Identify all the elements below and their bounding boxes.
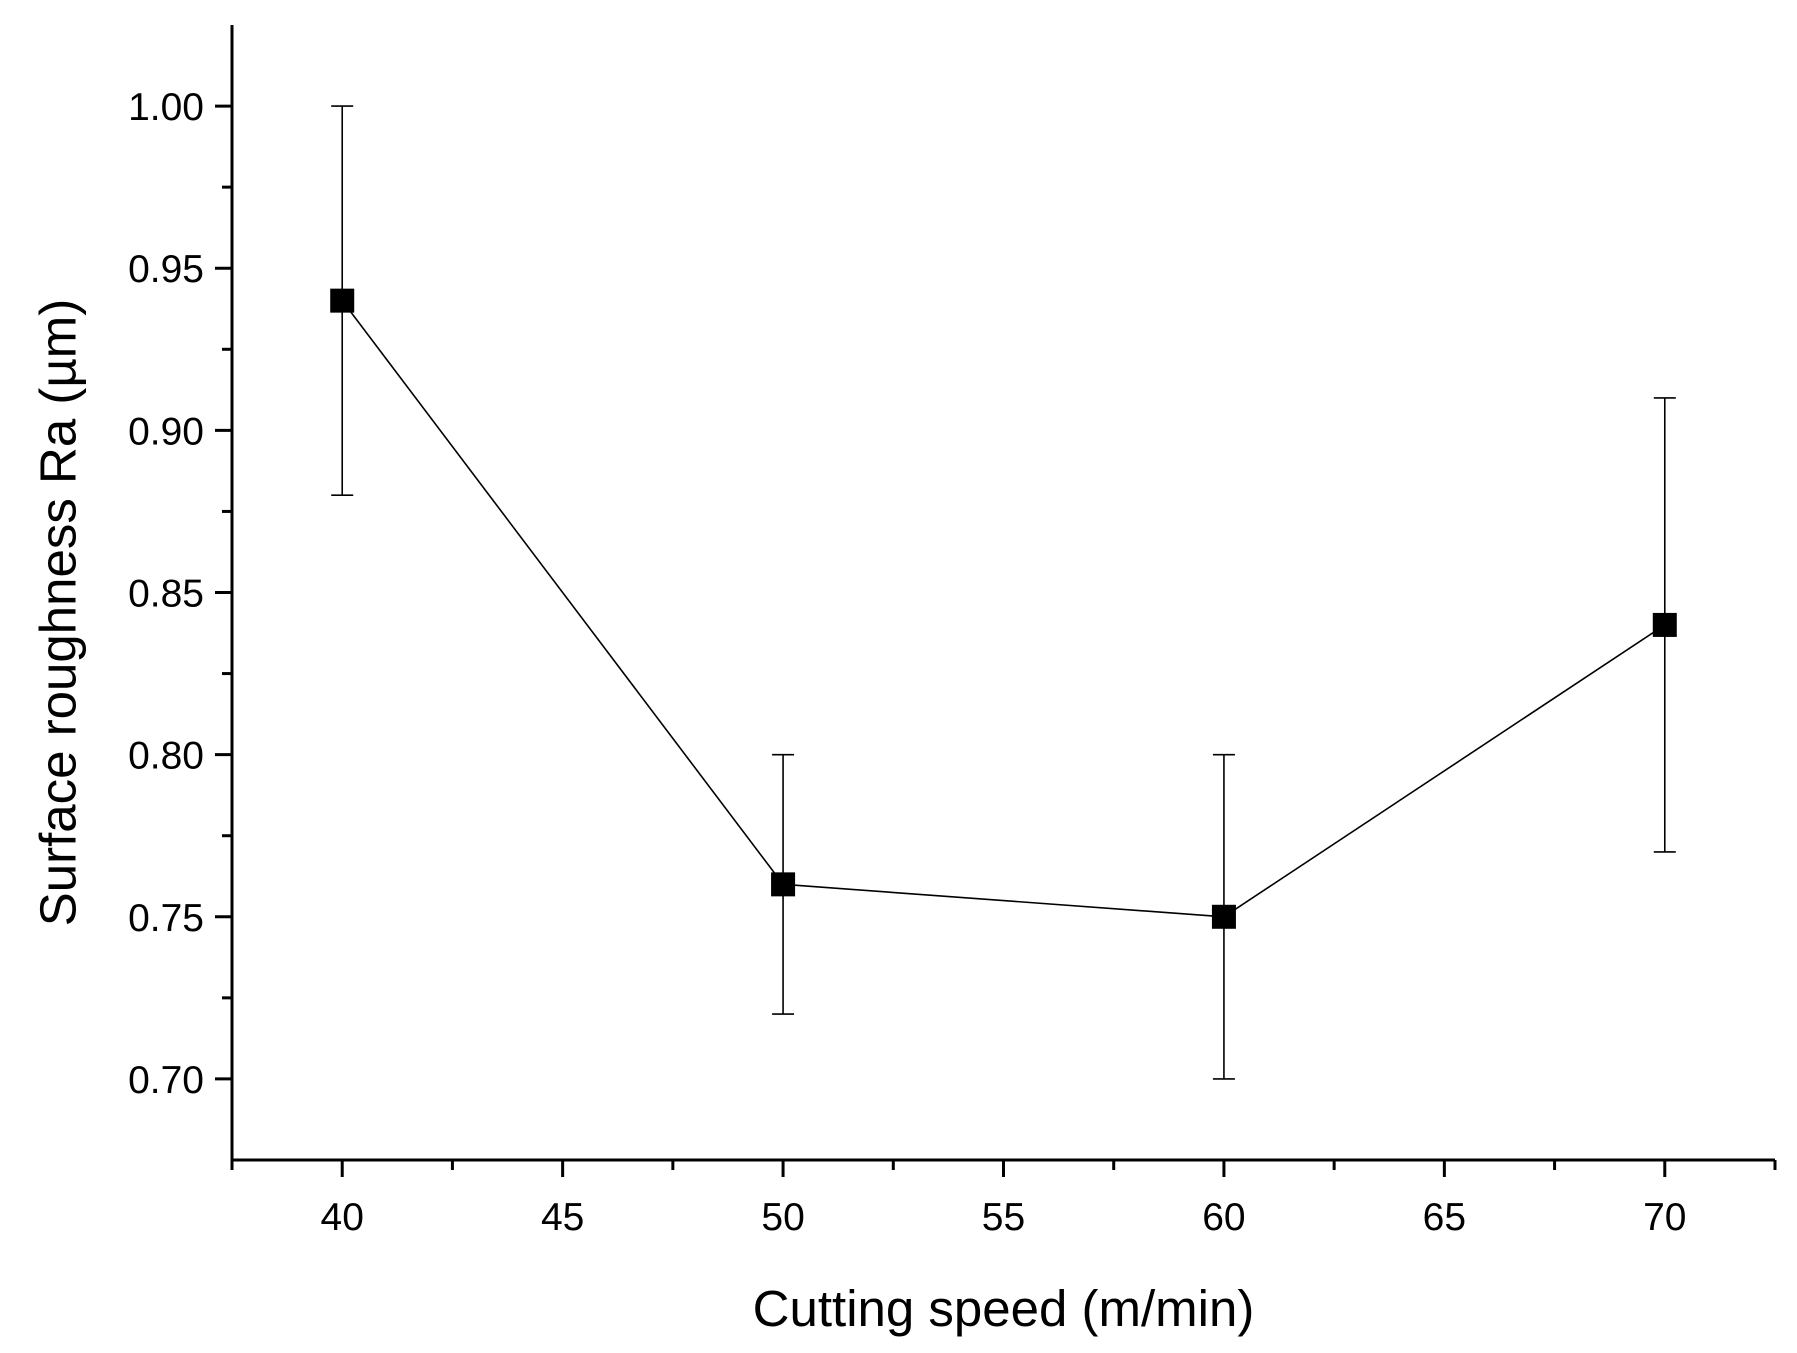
x-axis-title: Cutting speed (m/min) xyxy=(753,1280,1255,1337)
y-tick-label: 1.00 xyxy=(128,86,204,129)
y-tick-label: 0.90 xyxy=(128,410,204,453)
y-axis-ticks: 0.70 0.75 0.80 0.85 0.90 0.95 1.00 xyxy=(128,86,232,1102)
x-tick-label: 50 xyxy=(761,1196,804,1239)
data-point-marker xyxy=(330,288,355,313)
x-tick-label: 65 xyxy=(1423,1196,1466,1239)
data-point-marker xyxy=(1211,904,1236,929)
y-tick-label: 0.85 xyxy=(128,573,204,616)
x-tick-label: 70 xyxy=(1643,1196,1686,1239)
y-tick-label: 0.75 xyxy=(128,897,204,940)
y-axis-title: Surface roughness Ra (µm) xyxy=(29,299,86,926)
x-tick-label: 40 xyxy=(321,1196,364,1239)
series-line-segment xyxy=(341,300,784,885)
series-markers xyxy=(330,288,1677,929)
y-tick-label: 0.95 xyxy=(128,248,204,291)
series-line-segment xyxy=(1223,624,1666,918)
data-point-marker xyxy=(771,872,796,897)
plot-area xyxy=(330,105,1677,1080)
error-bars xyxy=(331,105,1676,1080)
x-axis-ticks: 40 45 50 55 60 65 70 xyxy=(230,1160,1777,1239)
x-tick-label: 45 xyxy=(541,1196,584,1239)
y-tick-label: 0.80 xyxy=(128,735,204,778)
x-tick-label: 55 xyxy=(982,1196,1025,1239)
data-point-marker xyxy=(1652,612,1677,637)
y-tick-label: 0.70 xyxy=(128,1059,204,1102)
series-line-segment xyxy=(783,883,1224,918)
x-tick-label: 60 xyxy=(1202,1196,1245,1239)
series-lines xyxy=(341,300,1666,918)
axes: 0.70 0.75 0.80 0.85 0.90 0.95 1.00 40 45 50 55 60 6… xyxy=(128,25,1777,1239)
